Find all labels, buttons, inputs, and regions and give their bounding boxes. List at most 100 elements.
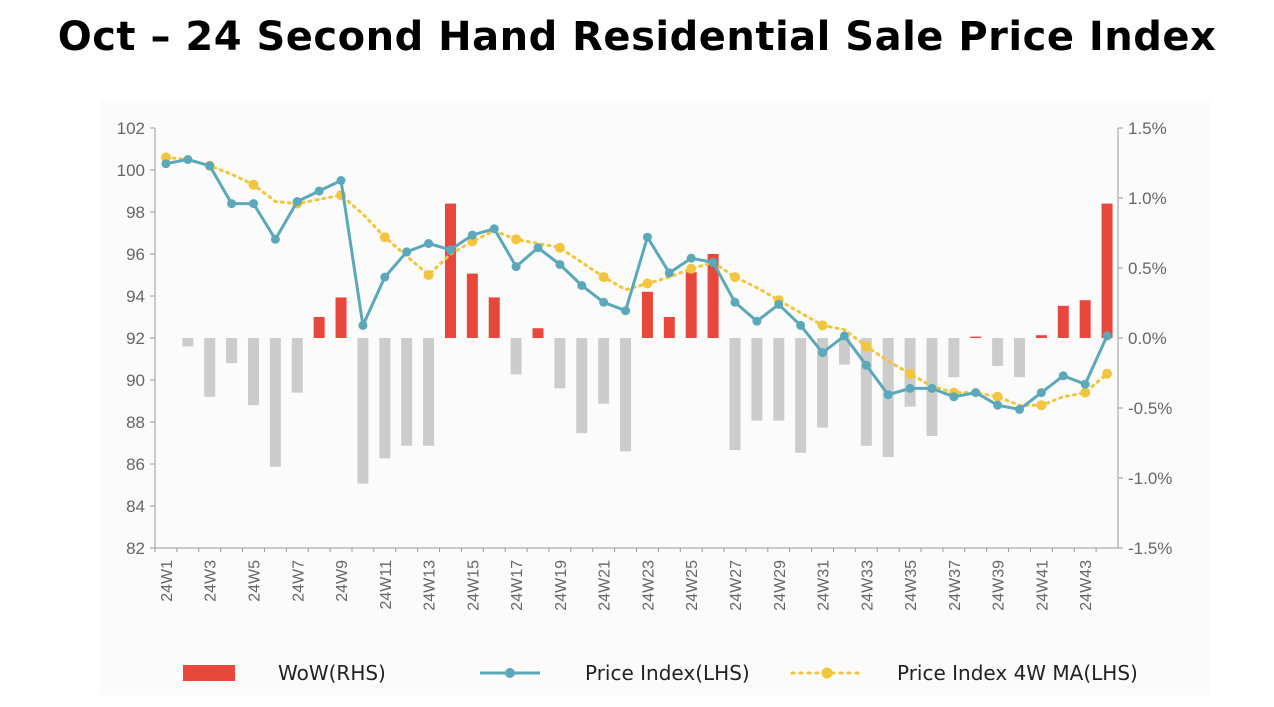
ma-point	[248, 179, 259, 190]
price-point	[796, 320, 806, 330]
wow-bar	[247, 338, 259, 406]
x-tick-label: 24W39	[991, 560, 1008, 611]
legend-wow-label: WoW(RHS)	[278, 661, 386, 685]
left-tick-label: 98	[126, 203, 145, 222]
ma-point	[686, 263, 697, 274]
price-point	[599, 297, 609, 307]
price-point	[1036, 388, 1046, 398]
x-tick-label: 24W5	[246, 560, 263, 602]
price-point	[839, 331, 849, 341]
wow-bar	[444, 203, 456, 338]
right-tick-label: 1.0%	[1128, 189, 1167, 208]
price-point	[1015, 404, 1025, 414]
legend-wow-swatch	[183, 665, 235, 681]
x-tick-label: 24W21	[597, 560, 614, 611]
price-point	[336, 176, 346, 185]
wow-bar	[401, 338, 413, 446]
x-tick-label: 24W1	[159, 560, 176, 602]
chart-title: Oct – 24 Second Hand Residential Sale Pr…	[57, 14, 1217, 60]
price-point	[445, 245, 455, 255]
x-tick-label: 24W43	[1078, 560, 1095, 611]
price-point	[358, 320, 368, 330]
ma-point	[817, 320, 828, 331]
price-point	[1058, 371, 1068, 381]
price-point	[424, 239, 434, 248]
left-tick-label: 90	[126, 371, 145, 390]
price-point	[292, 197, 302, 206]
left-tick-label: 82	[126, 539, 145, 558]
ma-point	[160, 152, 171, 163]
price-point	[708, 257, 718, 267]
wow-bar	[685, 272, 697, 338]
ma-point	[1080, 387, 1091, 398]
price-point	[730, 297, 740, 307]
wow-bar	[204, 338, 216, 397]
x-tick-label: 24W3	[203, 560, 220, 602]
x-tick-label: 24W35	[903, 560, 920, 611]
ma-point	[1102, 368, 1113, 379]
ma-point	[467, 236, 478, 247]
wow-bar	[532, 328, 544, 338]
ma-point	[861, 341, 872, 352]
legend-ma-marker	[821, 667, 833, 679]
x-tick-label: 24W29	[772, 560, 789, 611]
wow-bar	[773, 338, 785, 421]
x-tick-label: 24W37	[947, 560, 964, 611]
price-point	[621, 306, 631, 316]
x-tick-label: 24W7	[290, 560, 307, 602]
price-point	[949, 392, 959, 402]
ma-series	[160, 152, 1113, 411]
price-point	[883, 390, 893, 400]
ma-point	[1036, 400, 1047, 411]
wow-bar	[1014, 338, 1026, 378]
right-tick-label: -0.5%	[1128, 399, 1172, 418]
price-point	[774, 299, 784, 309]
price-point	[861, 360, 871, 370]
right-tick-label: 1.5%	[1128, 119, 1167, 138]
price-point	[686, 253, 696, 263]
wow-bar	[1079, 300, 1091, 338]
wow-bar	[838, 338, 850, 365]
ma-point	[379, 232, 390, 243]
ma-point	[423, 270, 434, 280]
ma-point	[511, 234, 522, 245]
wow-bar	[707, 254, 719, 338]
right-tick-label: -1.5%	[1128, 539, 1172, 558]
wow-bar	[1035, 335, 1047, 338]
right-tick-label: 0.0%	[1128, 329, 1167, 348]
tick-labels: 82 84 86 88 90 92 94 96 98 100 102 -1.5% -1.0% -0.5% 0…	[117, 119, 1173, 611]
wow-bar	[620, 338, 632, 452]
price-point	[642, 232, 652, 242]
wow-bar	[226, 338, 238, 364]
price-point	[555, 260, 565, 269]
wow-bar	[335, 297, 347, 338]
x-tick-label: 24W27	[728, 560, 745, 611]
x-tick-label: 24W23	[640, 560, 657, 611]
x-tick-label: 24W41	[1034, 560, 1051, 611]
price-point	[314, 186, 324, 196]
ma-point	[992, 391, 1003, 402]
wow-bar	[1101, 203, 1113, 338]
wow-bar	[510, 338, 522, 375]
x-tick-label: 24W25	[684, 560, 701, 611]
wow-bar	[948, 338, 960, 378]
wow-bar	[751, 338, 763, 421]
wow-bar	[182, 338, 194, 347]
right-tick-label: -1.0%	[1128, 469, 1172, 488]
price-point	[1102, 331, 1112, 341]
wow-bar	[488, 297, 500, 338]
ma-point	[554, 242, 565, 253]
x-tick-label: 24W11	[378, 560, 395, 610]
price-line	[165, 158, 1109, 411]
x-tick-label: 24W31	[816, 560, 833, 611]
x-tick-label: 24W33	[859, 560, 876, 611]
legend-price-marker	[505, 668, 515, 678]
ma-point	[642, 278, 653, 289]
price-point	[380, 272, 390, 282]
legend-price-label: Price Index(LHS)	[585, 661, 750, 685]
left-tick-label: 94	[126, 287, 145, 306]
price-point	[205, 161, 215, 171]
left-tick-label: 86	[126, 455, 145, 474]
price-point	[248, 199, 258, 209]
